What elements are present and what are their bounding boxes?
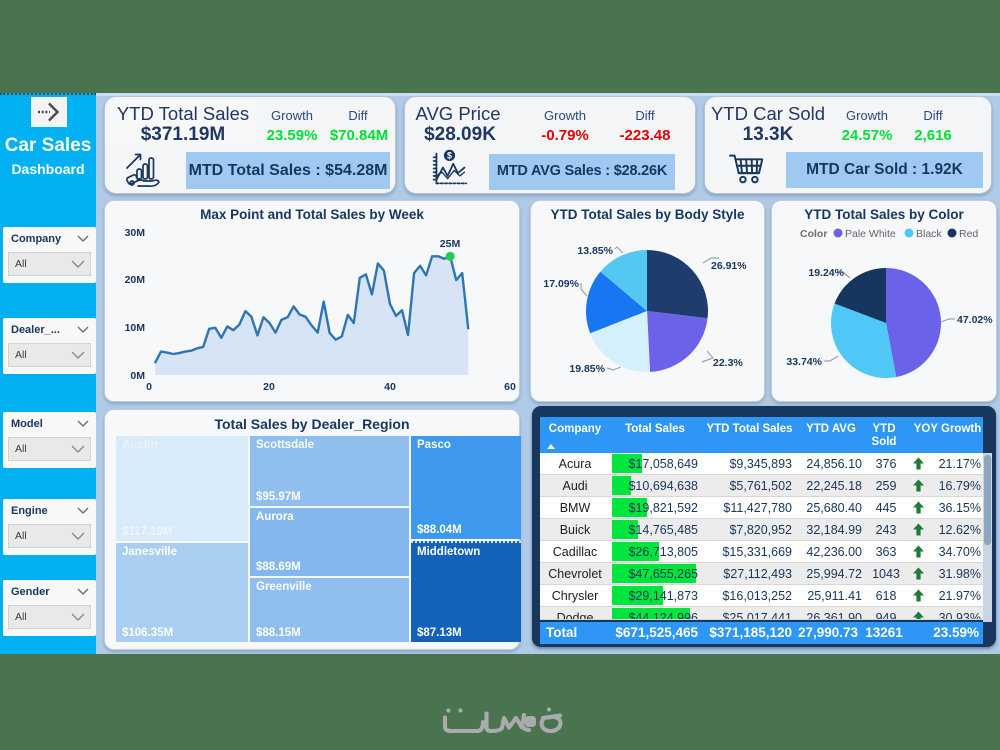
svg-text:Red: Red — [959, 228, 978, 240]
svg-text:60: 60 — [504, 381, 516, 393]
svg-text:Pale White: Pale White — [845, 228, 896, 240]
svg-text:40: 40 — [384, 381, 396, 393]
svg-text:0M: 0M — [130, 370, 145, 382]
svg-text:22.3%: 22.3% — [713, 357, 743, 369]
svg-text:19.24%: 19.24% — [808, 267, 844, 279]
svg-text:19.85%: 19.85% — [569, 363, 605, 375]
svg-text:30M: 30M — [125, 227, 146, 239]
svg-text:17.09%: 17.09% — [543, 278, 579, 290]
svg-text:Black: Black — [916, 228, 942, 240]
svg-text:33.74%: 33.74% — [786, 356, 822, 368]
svg-text:0: 0 — [146, 381, 152, 393]
svg-text:13.85%: 13.85% — [577, 245, 613, 257]
svg-text:$: $ — [447, 151, 452, 161]
svg-text:47.02%: 47.02% — [957, 314, 993, 326]
svg-text:20M: 20M — [125, 274, 146, 286]
svg-text:10M: 10M — [125, 322, 146, 334]
svg-text:Color: Color — [800, 228, 827, 240]
svg-text:25M: 25M — [440, 238, 461, 250]
svg-text:20: 20 — [263, 381, 275, 393]
svg-text:26.91%: 26.91% — [711, 260, 747, 272]
